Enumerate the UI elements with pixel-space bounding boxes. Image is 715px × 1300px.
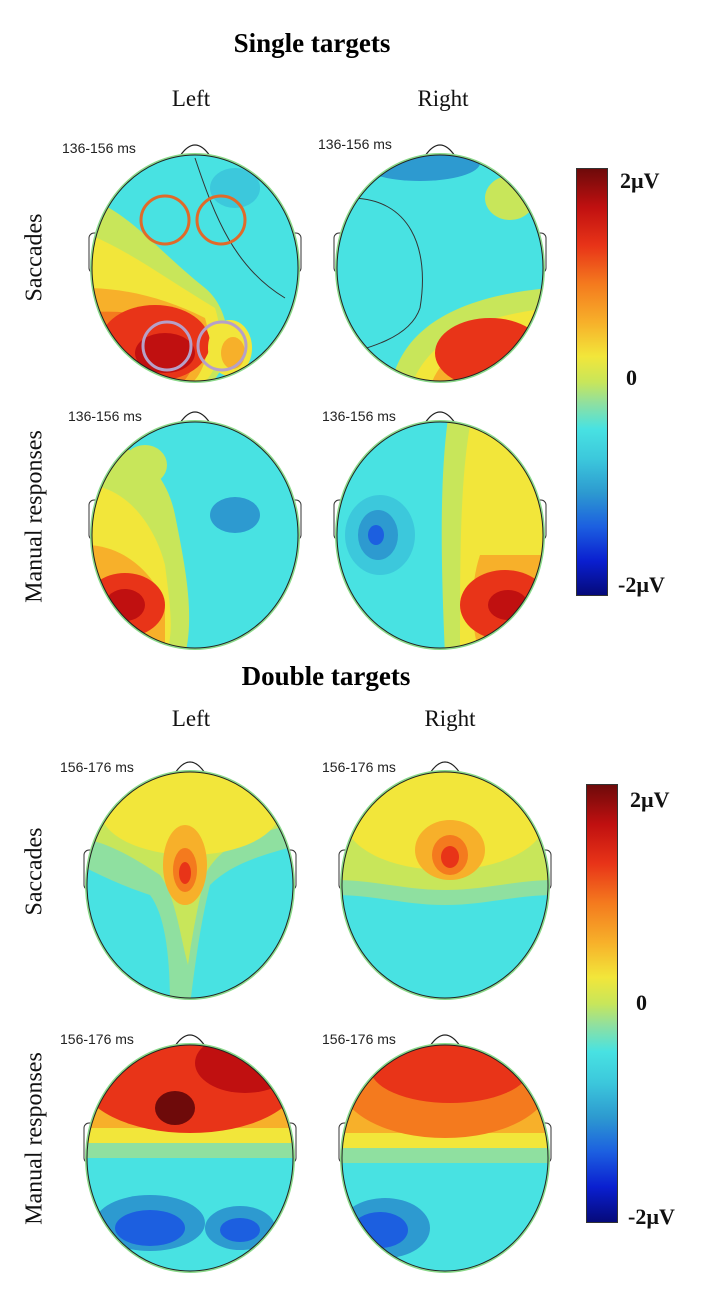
scalp-map-double-saccades-right <box>338 761 552 1000</box>
roi-marker-orange <box>195 194 247 246</box>
double-col-left-label: Left <box>171 706 211 731</box>
colorbar-min-label: -2µV <box>628 1204 675 1229</box>
colorbar-double <box>586 784 618 1223</box>
scalp-map-single-manual-right <box>333 411 547 650</box>
double-row-saccades-label: Saccades <box>21 827 48 916</box>
scalp-map-double-manual-left <box>83 1034 297 1273</box>
time-window-label: 136-156 ms <box>322 408 396 424</box>
scalp-map-double-saccades-left <box>83 761 297 1000</box>
single-row-manual-label: Manual responses <box>21 430 48 603</box>
time-window-label: 156-176 ms <box>60 1031 134 1047</box>
time-window-label: 156-176 ms <box>322 759 396 775</box>
roi-marker-lilac <box>196 320 248 372</box>
scalp-map-double-manual-right <box>338 1034 552 1273</box>
colorbar-zero-label: 0 <box>636 990 647 1015</box>
double-targets-title: Double targets <box>241 661 411 691</box>
colorbar-min-label: -2µV <box>618 572 665 597</box>
roi-marker-orange <box>139 194 191 246</box>
double-col-right-label: Right <box>424 706 476 731</box>
scalp-map-single-saccades-right <box>333 144 547 383</box>
single-col-left-label: Left <box>171 86 211 111</box>
single-row-saccades-label: Saccades <box>21 213 48 302</box>
double-row-manual-label: Manual responses <box>21 1052 48 1225</box>
time-window-label: 156-176 ms <box>60 759 134 775</box>
single-col-right-label: Right <box>417 86 469 111</box>
colorbar-single <box>576 168 608 596</box>
time-window-label: 156-176 ms <box>322 1031 396 1047</box>
colorbar-max-label: 2µV <box>630 787 670 812</box>
scalp-map-single-manual-left <box>88 411 302 650</box>
time-window-label: 136-156 ms <box>68 408 142 424</box>
colorbar-zero-label: 0 <box>626 365 637 390</box>
scalp-map-single-saccades-left <box>88 144 302 383</box>
time-window-label: 136-156 ms <box>318 136 392 152</box>
time-window-label: 136-156 ms <box>62 140 136 156</box>
colorbar-max-label: 2µV <box>620 168 660 193</box>
single-targets-title: Single targets <box>233 28 391 58</box>
roi-marker-lilac <box>141 320 193 372</box>
